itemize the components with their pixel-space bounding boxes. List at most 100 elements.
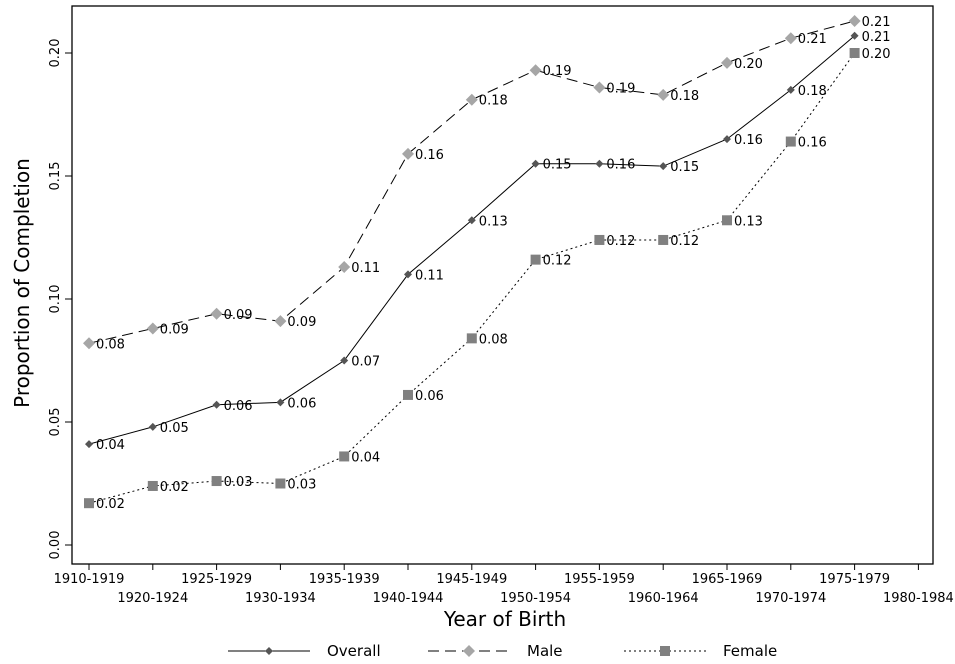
data-label-female: 0.16 xyxy=(798,136,827,151)
data-point-male xyxy=(721,56,733,69)
x-tick-label: 1970-1974 xyxy=(755,591,826,606)
data-point-female xyxy=(849,48,860,58)
data-label-overall: 0.18 xyxy=(798,84,827,99)
data-point-female xyxy=(211,476,222,487)
x-tick-label: 1935-1939 xyxy=(309,572,380,587)
x-axis-title: Year of Birth xyxy=(443,607,566,631)
data-point-female xyxy=(147,480,158,491)
legend-label-overall: Overall xyxy=(327,642,381,660)
data-label-female: 0.04 xyxy=(351,450,380,465)
series-male xyxy=(83,15,861,350)
legend-label-male: Male xyxy=(527,642,563,660)
x-tick-label: 1920-1924 xyxy=(117,591,188,606)
y-axis-title: Proportion of Completion xyxy=(10,158,34,408)
data-point-male xyxy=(657,88,670,101)
data-point-male xyxy=(402,147,414,160)
x-tick-label: 1955-1959 xyxy=(564,572,635,587)
data-point-overall xyxy=(148,422,157,431)
data-point-female xyxy=(339,451,350,462)
data-point-female xyxy=(594,234,605,245)
data-label-female: 0.06 xyxy=(415,389,444,404)
plot-border xyxy=(71,5,934,565)
data-point-male xyxy=(465,93,478,106)
data-label-overall: 0.16 xyxy=(734,133,763,148)
data-point-female xyxy=(466,333,477,344)
data-label-male: 0.09 xyxy=(287,315,316,330)
data-label-overall: 0.04 xyxy=(96,438,125,453)
data-point-overall xyxy=(212,400,221,409)
data-point-female xyxy=(84,498,94,509)
data-label-female: 0.03 xyxy=(224,475,253,490)
data-label-female: 0.02 xyxy=(160,480,189,495)
data-label-female: 0.20 xyxy=(862,47,891,62)
data-label-overall: 0.15 xyxy=(670,160,699,175)
data-label-overall: 0.16 xyxy=(606,158,635,173)
data-point-overall xyxy=(531,159,540,168)
data-point-overall xyxy=(595,159,604,168)
data-point-male xyxy=(529,64,542,77)
data-label-female: 0.12 xyxy=(606,234,635,249)
data-label-overall: 0.06 xyxy=(224,399,253,414)
data-label-male: 0.18 xyxy=(479,94,508,109)
x-tick-label: 1930-1934 xyxy=(245,591,316,606)
data-point-female xyxy=(403,389,413,400)
y-tick-label: 0.10 xyxy=(48,285,63,314)
data-point-overall xyxy=(276,398,285,407)
data-point-overall xyxy=(340,356,349,365)
data-point-male xyxy=(784,32,797,45)
x-tick-label: 1945-1949 xyxy=(436,572,507,587)
data-label-male: 0.18 xyxy=(670,89,699,104)
data-label-female: 0.03 xyxy=(287,478,316,493)
x-tick-label: 1965-1969 xyxy=(692,572,763,587)
data-point-female xyxy=(658,234,669,245)
data-point-male xyxy=(83,337,95,350)
y-tick-label: 0.00 xyxy=(48,531,63,560)
data-label-overall: 0.07 xyxy=(351,355,380,370)
data-label-overall: 0.06 xyxy=(287,396,316,411)
data-label-overall: 0.15 xyxy=(543,158,572,173)
data-label-male: 0.21 xyxy=(862,15,891,30)
data-label-overall: 0.21 xyxy=(862,30,891,45)
data-label-male: 0.21 xyxy=(798,32,827,47)
y-tick-label: 0.20 xyxy=(48,39,63,68)
x-tick-label: 1975-1979 xyxy=(819,572,890,587)
data-point-overall xyxy=(85,440,93,449)
x-tick-label: 1980-1984 xyxy=(883,591,954,606)
data-point-overall xyxy=(404,270,412,279)
data-label-male: 0.19 xyxy=(543,64,572,79)
x-tick-label: 1960-1964 xyxy=(628,591,699,606)
data-point-overall xyxy=(786,85,795,94)
data-label-female: 0.12 xyxy=(543,254,572,269)
data-point-female xyxy=(530,254,541,265)
data-label-female: 0.12 xyxy=(670,234,699,249)
legend-marker-male xyxy=(463,645,475,657)
data-label-male: 0.08 xyxy=(96,337,125,352)
legend-marker-overall xyxy=(265,647,273,655)
data-label-female: 0.02 xyxy=(96,497,125,512)
y-tick-label: 0.05 xyxy=(48,408,63,437)
data-point-male xyxy=(274,315,287,328)
x-tick-label: 1925-1929 xyxy=(181,572,252,587)
data-point-male xyxy=(593,81,606,94)
legend-label-female: Female xyxy=(723,642,777,660)
data-label-overall: 0.11 xyxy=(415,268,444,283)
data-point-female xyxy=(722,215,732,226)
data-point-female xyxy=(275,478,286,489)
data-label-overall: 0.05 xyxy=(160,421,189,436)
data-point-overall xyxy=(850,31,859,40)
data-label-male: 0.09 xyxy=(224,308,253,323)
x-tick-label: 1950-1954 xyxy=(500,591,571,606)
data-point-male xyxy=(848,15,861,28)
data-point-female xyxy=(785,136,796,147)
data-label-male: 0.16 xyxy=(415,148,444,163)
x-tick-label: 1940-1944 xyxy=(373,591,444,606)
data-label-overall: 0.13 xyxy=(479,214,508,229)
data-label-female: 0.13 xyxy=(734,214,763,229)
data-point-male xyxy=(210,307,223,320)
data-label-male: 0.19 xyxy=(606,81,635,96)
data-label-female: 0.08 xyxy=(479,332,508,347)
data-point-male xyxy=(338,261,351,274)
data-point-overall xyxy=(467,216,476,225)
